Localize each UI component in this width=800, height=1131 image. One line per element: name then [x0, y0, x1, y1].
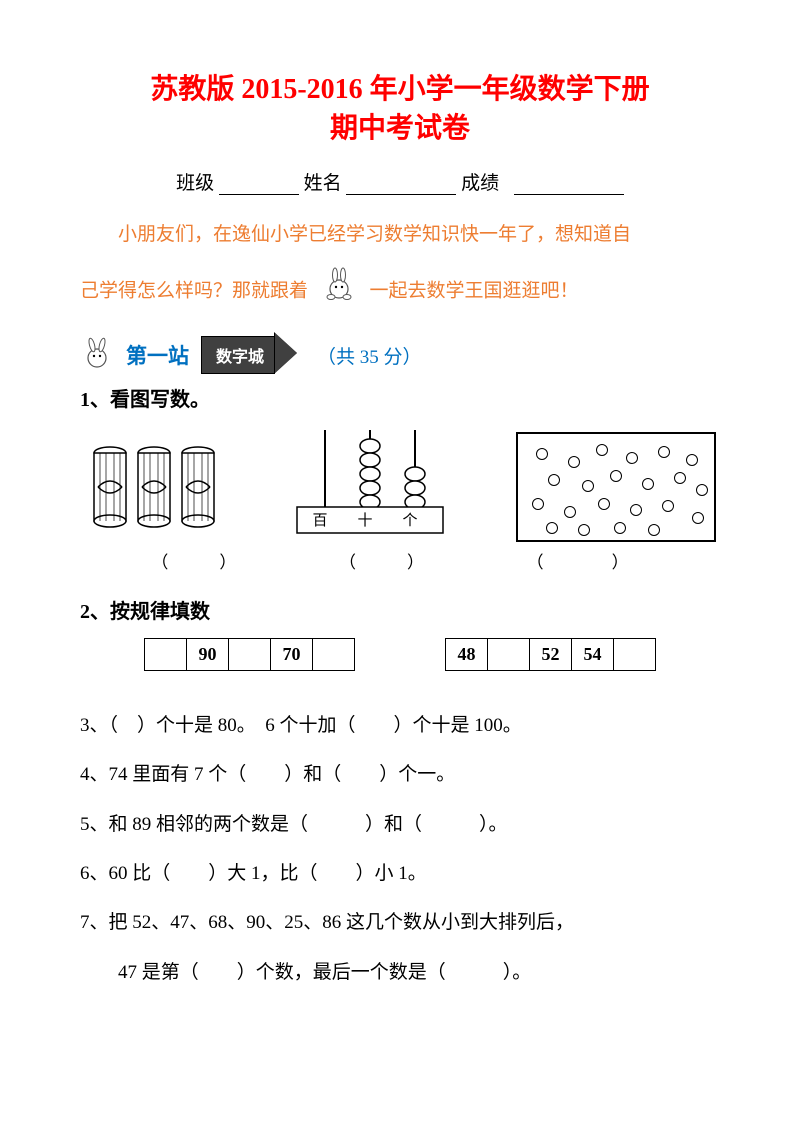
- seq2-cell-4[interactable]: [614, 638, 656, 670]
- name-blank[interactable]: [346, 173, 456, 195]
- rabbit-icon-2: [80, 336, 114, 375]
- title-line1: 苏教版 2015-2016 年小学一年级数学下册: [80, 70, 720, 109]
- rabbit-icon: [323, 267, 355, 318]
- seq1-cell-0[interactable]: [145, 638, 187, 670]
- seq1-cell-3: 70: [271, 638, 313, 670]
- abacus-label-one: 个: [402, 512, 417, 529]
- q1-head: 1、看图写数。: [80, 383, 720, 412]
- seq-table-1: 90 70: [144, 638, 355, 671]
- seq1-cell-4[interactable]: [313, 638, 355, 670]
- abacus-label-ten: 十: [357, 512, 372, 529]
- q2-sequences: 90 70 48 52 54: [80, 638, 720, 671]
- intro-2b: 一起去数学王国逛逛吧！: [370, 281, 579, 302]
- station-row: 第一站 数字城 （共 35 分）: [80, 336, 720, 375]
- class-blank[interactable]: [219, 173, 299, 195]
- q5: 5、和 89 相邻的两个数是（ ）和（ ）。: [80, 800, 720, 849]
- arrow-text: 数字城: [201, 336, 275, 374]
- intro-2a: 己学得怎么样吗？那就跟着: [80, 281, 308, 302]
- title-line2: 期中考试卷: [80, 109, 720, 148]
- name-label: 姓名: [304, 173, 342, 194]
- station-points: （共 35 分）: [317, 342, 422, 369]
- score-blank[interactable]: [514, 173, 624, 195]
- exam-title: 苏教版 2015-2016 年小学一年级数学下册 期中考试卷: [80, 70, 720, 148]
- q7b: 47 是第（ ）个数，最后一个数是（ ）。: [80, 948, 720, 997]
- q4: 4、74 里面有 7 个（ ）和（ ）个一。: [80, 750, 720, 799]
- student-info-line: 班级 姓名 成绩: [80, 168, 720, 195]
- seq-table-2: 48 52 54: [445, 638, 656, 671]
- dots-figure: [516, 432, 716, 542]
- q1-figures: 百 十 个: [80, 422, 720, 542]
- arrow-sign: 数字城: [201, 336, 275, 374]
- seq2-cell-0: 48: [446, 638, 488, 670]
- station-label: 第一站: [126, 340, 189, 370]
- intro-line1: 小朋友们，在逸仙小学已经学习数学知识快一年了，想知道自: [80, 213, 720, 257]
- paren-3[interactable]: （ ）: [527, 548, 629, 573]
- q1-answer-parens: （ ） （ ） （ ）: [80, 548, 720, 573]
- seq1-cell-2[interactable]: [229, 638, 271, 670]
- abacus-figure: 百 十 个: [285, 422, 455, 542]
- q6: 6、60 比（ ）大 1，比（ ）小 1。: [80, 849, 720, 898]
- paren-1[interactable]: （ ）: [151, 548, 236, 573]
- seq1-cell-1: 90: [187, 638, 229, 670]
- bundles-figure: [84, 437, 224, 542]
- q3: 3、（ ）个十是 80。 6 个十加（ ）个十是 100。: [80, 701, 720, 750]
- seq2-cell-1[interactable]: [488, 638, 530, 670]
- score-label: 成绩: [461, 173, 499, 194]
- paren-2[interactable]: （ ）: [339, 548, 424, 573]
- seq2-cell-2: 52: [530, 638, 572, 670]
- abacus-label-hundred: 百: [312, 513, 327, 529]
- class-label: 班级: [176, 173, 214, 194]
- q2-head: 2、按规律填数: [80, 595, 720, 624]
- q7a: 7、把 52、47、68、90、25、86 这几个数从小到大排列后，: [80, 898, 720, 947]
- seq2-cell-3: 54: [572, 638, 614, 670]
- intro-line2: 己学得怎么样吗？那就跟着 一起去数学王国逛逛吧！: [80, 267, 720, 318]
